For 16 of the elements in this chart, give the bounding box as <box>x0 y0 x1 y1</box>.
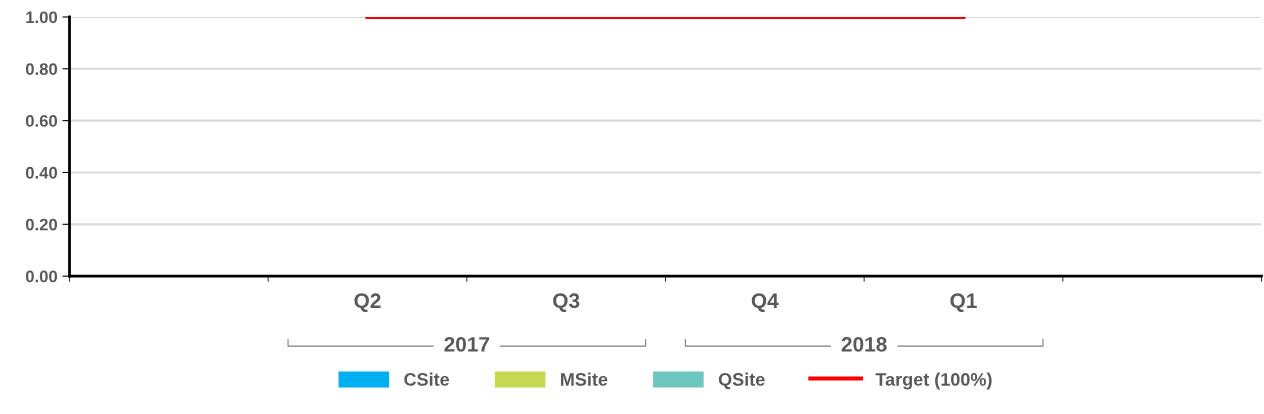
x-tick-label: Q4 <box>751 293 779 312</box>
x-tick-label: Q1 <box>950 293 977 312</box>
y-tick-label: 0.60 <box>25 115 58 127</box>
legend-label: CSite <box>404 372 450 386</box>
y-tick-label: 1.00 <box>26 11 58 24</box>
legend-label: Target (100%) <box>875 372 992 390</box>
legend-label: MSite <box>561 372 608 386</box>
x-tick-label: Q3 <box>553 293 580 312</box>
y-tick-label: 0.40 <box>25 166 58 179</box>
x-tick-label: Q2 <box>354 293 381 312</box>
y-tick-label: 0.00 <box>25 270 58 283</box>
y-tick-label: 0.20 <box>25 218 58 231</box>
legend-label: QSite <box>718 372 765 390</box>
y-tick-label: 0.80 <box>25 63 58 76</box>
text: 2017 <box>444 336 490 352</box>
text: 2018 <box>841 336 887 352</box>
